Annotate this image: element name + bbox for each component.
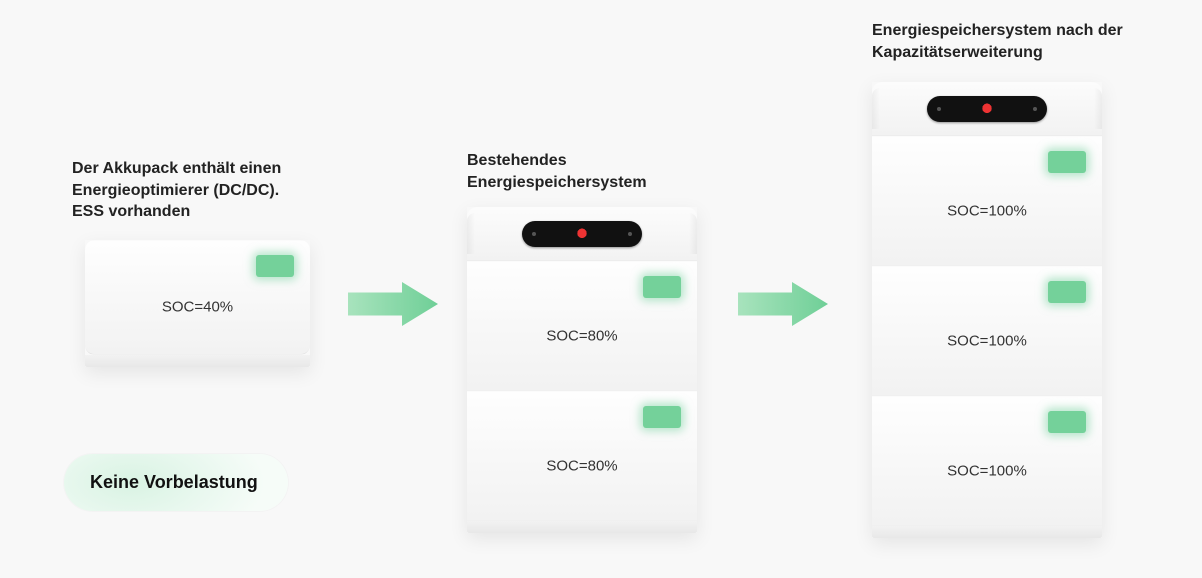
status-led-icon <box>643 406 681 428</box>
soc-value: SOC=80% <box>546 458 617 475</box>
brand-logo-icon <box>980 102 994 116</box>
battery-controller <box>467 207 697 261</box>
col2-label: Bestehendes Energiespeichersystem <box>467 150 707 193</box>
soc-value: SOC=40% <box>162 298 233 315</box>
soc-value: SOC=100% <box>947 333 1027 350</box>
col3-stack: SOC=100% SOC=100% SOC=100% <box>872 82 1102 538</box>
col1-label: Der Akkupack enthält einen Energieoptimi… <box>72 158 352 223</box>
col2-stack: SOC=80% SOC=80% <box>467 207 697 533</box>
status-led-icon <box>1048 411 1086 433</box>
battery-module: SOC=40% <box>85 240 310 355</box>
arrow-right-icon <box>348 282 438 326</box>
battery-module: SOC=100% <box>872 136 1102 266</box>
soc-value: SOC=100% <box>947 463 1027 480</box>
battery-base <box>467 521 697 533</box>
status-led-icon <box>643 276 681 298</box>
controller-panel <box>522 221 642 247</box>
soc-value: SOC=100% <box>947 203 1027 220</box>
diagram-canvas: Der Akkupack enthält einen Energieoptimi… <box>0 0 1202 578</box>
battery-module: SOC=100% <box>872 266 1102 396</box>
arrow-1 <box>348 282 438 326</box>
battery-module: SOC=80% <box>467 261 697 391</box>
battery-controller <box>872 82 1102 136</box>
col3-label: Energiespeichersystem nach der Kapazität… <box>872 20 1172 63</box>
col1-stack: SOC=40% <box>85 240 310 367</box>
status-led-icon <box>1048 281 1086 303</box>
brand-logo-icon <box>575 227 589 241</box>
status-led-icon <box>256 255 294 277</box>
battery-base <box>85 355 310 367</box>
controller-panel <box>927 96 1047 122</box>
arrow-2 <box>738 282 828 326</box>
soc-value: SOC=80% <box>546 328 617 345</box>
battery-module: SOC=100% <box>872 396 1102 526</box>
battery-base <box>872 526 1102 538</box>
status-led-icon <box>1048 151 1086 173</box>
arrow-right-icon <box>738 282 828 326</box>
no-preload-badge: Keine Vorbelastung <box>64 454 288 511</box>
battery-module: SOC=80% <box>467 391 697 521</box>
